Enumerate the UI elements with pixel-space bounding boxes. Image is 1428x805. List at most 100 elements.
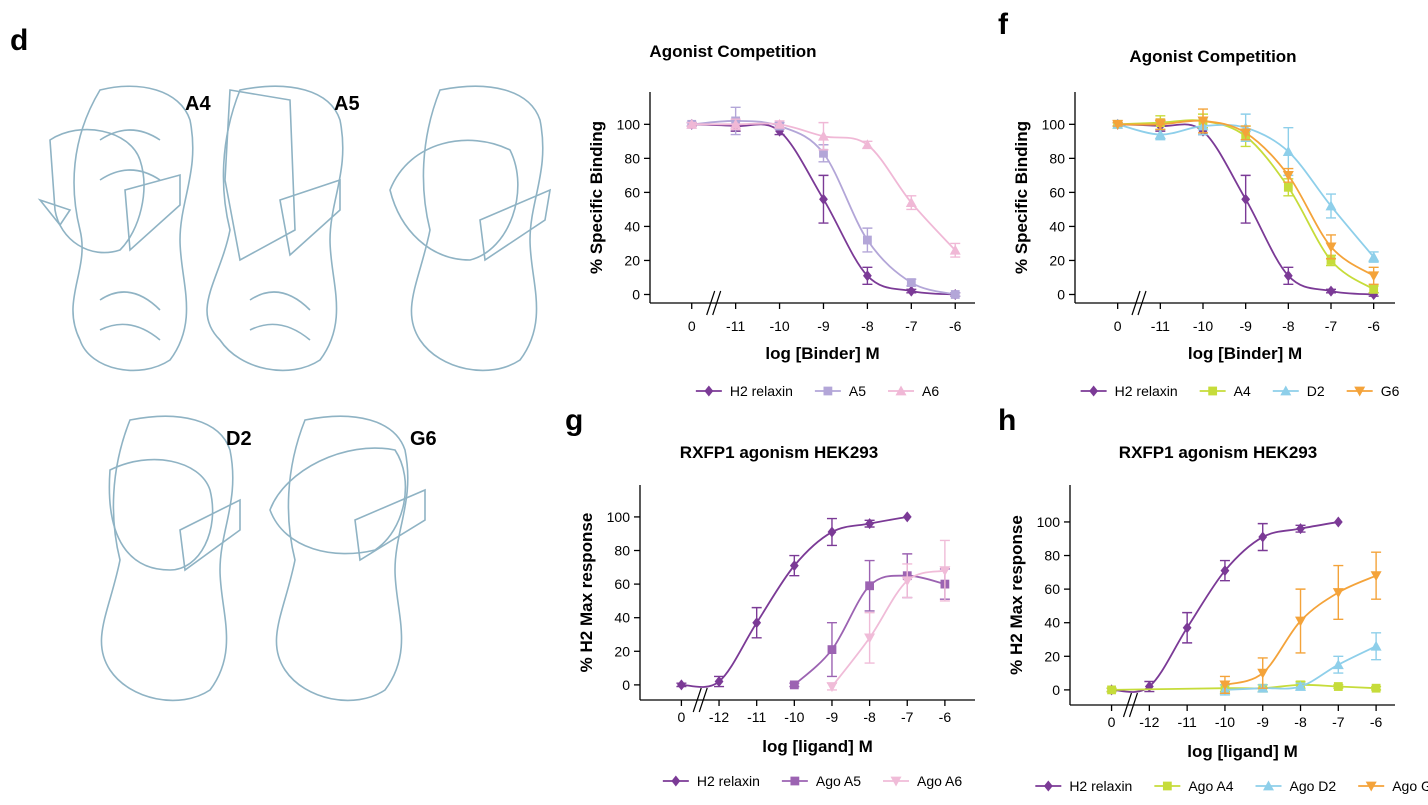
x-tick-label: -9 [1239,318,1252,334]
data-point [819,148,828,158]
legend-marker [823,386,833,396]
legend-item: H2 relaxin [662,773,760,789]
panel-label: d [10,24,28,57]
data-point [817,130,829,141]
chart-title: RXFP1 agonism HEK293 [680,443,878,462]
x-tick-label: -10 [1193,318,1213,334]
legend-label: Ago D2 [1290,778,1337,794]
x-axis-label: log [ligand] M [762,737,872,756]
data-point [1325,242,1337,253]
data-point [752,617,762,629]
data-point [1332,588,1344,598]
axis-break [1128,692,1139,718]
data-point [906,278,916,287]
data-point [1369,284,1379,294]
structure-label: A4 [185,93,211,115]
y-tick-label: 60 [614,576,630,592]
structure [269,415,426,702]
x-tick-label: -8 [863,709,876,725]
x-axis-label: log [ligand] M [1187,742,1297,761]
y-tick-label: 0 [622,677,630,693]
legend-label: H2 relaxin [697,773,760,789]
y-tick-label: 20 [624,252,640,268]
y-tick-label: 20 [1044,648,1060,664]
x-tick-label: -6 [1370,714,1383,730]
legend-label: D2 [1307,383,1325,399]
legend-item: H2 relaxin [695,383,793,399]
x-tick-label: -10 [784,709,804,725]
y-tick-label: 80 [1044,548,1060,564]
x-tick-label: -8 [1282,318,1295,334]
legend-item: G6 [1346,383,1400,399]
data-point [1326,285,1336,297]
legend-item: Ago A6 [883,773,962,789]
structure [37,85,194,372]
y-tick-label: 0 [1057,286,1065,302]
legend-marker [1089,385,1099,397]
data-point [1220,565,1230,577]
legend: H2 relaxin A5 A6 [695,383,939,399]
data-point [1370,640,1382,651]
data-point [1296,523,1305,535]
y-tick-label: 100 [617,116,641,132]
data-point [1258,531,1268,543]
panel-label: f [998,8,1009,41]
data-point [1295,616,1307,627]
data-point [861,139,873,150]
legend-marker [1043,780,1053,792]
y-tick-label: 40 [614,610,630,626]
legend-marker [890,776,902,787]
data-point [906,285,916,297]
structure [100,415,241,702]
data-point [1182,622,1192,634]
data-point [862,270,872,282]
y-tick-label: 80 [1049,150,1065,166]
legend-label: H2 relaxin [1115,383,1178,399]
fit-curve [681,516,908,688]
legend: H2 relaxin A4 D2 G6 [1080,383,1400,399]
data-point [905,197,917,208]
legend-item: D2 [1272,383,1325,399]
y-tick-label: 40 [624,218,640,234]
y-tick-label: 60 [1044,581,1060,597]
data-point [950,290,960,299]
legend-label: A5 [849,383,866,399]
data-point [1370,571,1382,582]
legend-marker [1280,385,1292,396]
data-point [1112,119,1124,130]
x-tick-label: -9 [826,709,839,725]
legend-label: Ago A6 [917,773,962,789]
x-axis-label: log [Binder] M [1188,344,1302,363]
x-tick-label: -12 [1139,714,1159,730]
legend-item: Ago G6 [1358,778,1428,794]
chart-title: Agonist Competition [649,42,816,61]
structure-label: D2 [226,428,252,450]
data-point [1368,271,1380,282]
structure-label: A5 [334,93,360,115]
legend-label: Ago A4 [1188,778,1233,794]
y-tick-label: 100 [607,509,631,525]
axis-break [712,290,722,316]
legend-label: Ago A5 [816,773,861,789]
x-tick-label: -8 [861,318,874,334]
legend-marker [671,775,681,787]
data-point [1332,659,1344,670]
x-tick-label: 0 [1108,714,1116,730]
data-point [939,566,951,577]
data-point [1333,516,1343,528]
data-point [826,682,838,693]
data-point [1154,129,1166,139]
data-point [789,680,799,690]
y-tick-label: 40 [1049,218,1065,234]
y-tick-label: 100 [1037,514,1061,530]
x-tick-label: 0 [688,318,696,334]
y-tick-label: 80 [614,543,630,559]
legend-item: H2 relaxin [1035,778,1132,794]
y-tick-label: 60 [624,184,640,200]
data-point [1283,270,1293,282]
data-point [789,560,799,572]
legend-marker [704,385,714,397]
x-tick-label: -11 [747,709,766,725]
legend-item: H2 relaxin [1080,383,1178,399]
x-axis-label: log [Binder] M [765,344,879,363]
